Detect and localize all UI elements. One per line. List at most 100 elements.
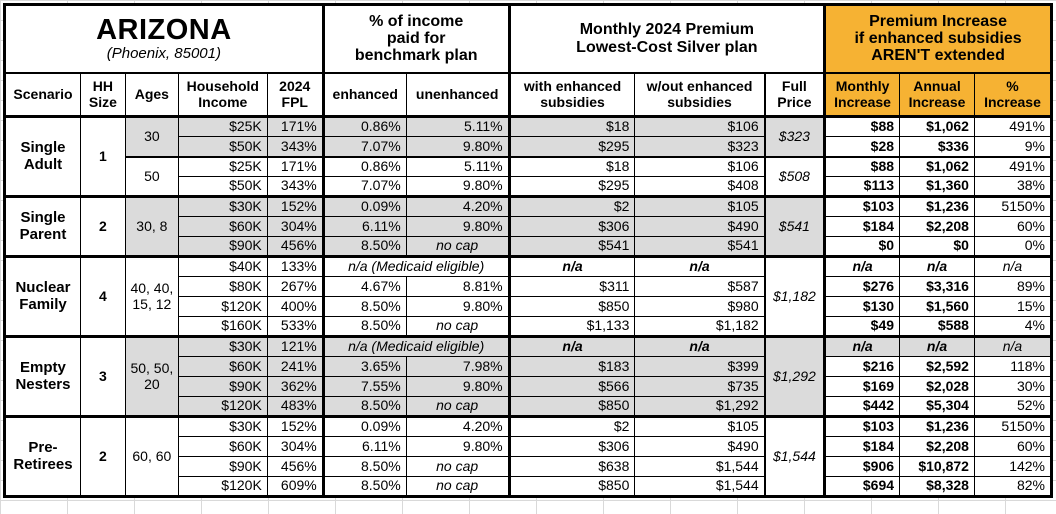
unenhanced-cell: 5.11%	[405, 116, 510, 137]
fpl-cell: 133%	[266, 255, 324, 277]
table-row: $80K 267% 4.67% 8.81% $311 $587 $276 $3,316 89%	[5, 276, 1053, 297]
enhanced-cell: 8.50%	[321, 456, 407, 477]
scenario-cell: Nuclear Family	[4, 255, 81, 337]
table-row: $120K 609% 8.50% no cap $850 $1,544 $694 $8,328…	[5, 476, 1053, 497]
monthly-increase-cell: $88	[823, 155, 901, 177]
enhanced-cell: 0.86%	[321, 155, 407, 177]
pct-increase-cell: 60%	[973, 216, 1053, 237]
table-row: $160K 533% 8.50% no cap $1,133 $1,182 $49 $588 4…	[5, 316, 1053, 337]
col-header-annual-increase: Annual Increase	[899, 72, 975, 118]
pct-increase-cell: 118%	[973, 356, 1053, 377]
without-subsidies-cell: $1,544	[634, 456, 766, 477]
monthly-increase-cell: $88	[823, 116, 901, 137]
with-subsidies-cell: $2	[507, 415, 636, 437]
without-subsidies-cell: $1,544	[634, 476, 766, 497]
with-subsidies-cell: n/a	[507, 255, 636, 277]
unenhanced-cell: no cap	[405, 456, 510, 477]
enhanced-cell: 6.11%	[321, 436, 407, 457]
column-header-row: Scenario HH Size Ages Household Income 2…	[4, 72, 1053, 118]
annual-increase-cell: $3,316	[899, 276, 975, 297]
monthly-increase-cell: $169	[823, 376, 901, 397]
fpl-cell: 362%	[266, 376, 324, 397]
without-subsidies-cell: $1,182	[634, 316, 766, 337]
scenario-cell: Single Parent	[4, 195, 81, 257]
monthly-increase-cell: $113	[823, 176, 901, 197]
col-header-ages: Ages	[124, 72, 179, 118]
with-subsidies-cell: $2	[507, 195, 636, 217]
full-price-cell: $1,182	[763, 255, 826, 337]
pct-increase-cell: 89%	[973, 276, 1053, 297]
income-cell: $120K	[177, 396, 268, 417]
annual-increase-cell: $5,304	[899, 396, 975, 417]
unenhanced-cell: no cap	[405, 396, 510, 417]
monthly-increase-cell: $28	[823, 136, 901, 157]
with-subsidies-cell: $541	[507, 236, 636, 257]
annual-increase-cell: $588	[899, 316, 975, 337]
monthly-increase-cell: $216	[823, 356, 901, 377]
col-header-full-price: Full Price	[763, 72, 826, 118]
without-subsidies-cell: $541	[634, 236, 766, 257]
fpl-cell: 400%	[266, 296, 324, 317]
with-subsidies-cell: $18	[507, 116, 636, 137]
annual-increase-cell: $336	[899, 136, 975, 157]
with-subsidies-cell: $850	[507, 396, 636, 417]
with-subsidies-cell: $850	[507, 476, 636, 497]
income-cell: $30K	[177, 415, 268, 437]
unenhanced-cell: 9.80%	[405, 136, 510, 157]
pct-increase-cell: 82%	[973, 476, 1053, 497]
income-cell: $50K	[177, 136, 268, 157]
table-row: Nuclear Family 4 40, 40, 15, 12 $40K 133% n/a…	[4, 255, 1053, 337]
without-subsidies-cell: $105	[634, 195, 766, 217]
state-header: ARIZONA (Phoenix, 85001)	[4, 4, 324, 74]
ages-cell: 50	[124, 155, 179, 197]
hh-size-cell: 1	[79, 116, 126, 197]
unenhanced-cell: 9.80%	[405, 176, 510, 197]
col-header-2024-fpl: 2024 FPL	[266, 72, 324, 118]
col-header-pct-increase: % Increase	[973, 72, 1053, 118]
col-header-household-income: Household Income	[177, 72, 268, 118]
benchmark-note-cell: n/a (Medicaid eligible)	[321, 335, 510, 357]
with-subsidies-cell: $311	[507, 276, 636, 297]
income-cell: $90K	[177, 456, 268, 477]
income-cell: $120K	[177, 296, 268, 317]
table-row: $60K 241% 3.65% 7.98% $183 $399 $216 $2,592 118%	[5, 356, 1053, 377]
unenhanced-cell: 7.98%	[405, 356, 510, 377]
monthly-increase-cell: $103	[823, 415, 901, 437]
pct-increase-cell: 5150%	[973, 415, 1053, 437]
monthly-increase-cell: $0	[823, 236, 901, 257]
enhanced-cell: 8.50%	[321, 396, 407, 417]
full-price-cell: $508	[763, 155, 826, 197]
unenhanced-cell: 4.20%	[405, 195, 510, 217]
table-row: $120K 400% 8.50% 9.80% $850 $980 $130 $1,560 15%	[5, 296, 1053, 317]
monthly-increase-cell: $694	[823, 476, 901, 497]
with-subsidies-cell: $566	[507, 376, 636, 397]
annual-increase-cell: n/a	[899, 335, 975, 357]
annual-increase-cell: $1,062	[899, 116, 975, 137]
hh-size-cell: 2	[79, 195, 126, 257]
unenhanced-cell: no cap	[405, 476, 510, 497]
monthly-increase-cell: $49	[823, 316, 901, 337]
enhanced-cell: 0.86%	[321, 116, 407, 137]
annual-increase-cell: n/a	[899, 255, 975, 277]
table-row: Single Adult 1 30 $25K 171% 0.86% 5.11% $18 $106…	[4, 116, 1053, 197]
monthly-increase-cell: n/a	[823, 335, 901, 357]
monthly-increase-cell: $103	[823, 195, 901, 217]
fpl-cell: 267%	[266, 276, 324, 297]
col-header-scenario: Scenario	[4, 72, 81, 118]
fpl-cell: 121%	[266, 335, 324, 357]
table-row: Empty Nesters 3 50, 50, 20 $30K 121% n/a (Med…	[4, 335, 1053, 417]
hh-size-cell: 2	[79, 415, 126, 497]
enhanced-cell: 7.07%	[321, 136, 407, 157]
without-subsidies-cell: $408	[634, 176, 766, 197]
fpl-cell: 609%	[266, 476, 324, 497]
enhanced-cell: 8.50%	[321, 236, 407, 257]
annual-increase-cell: $1,236	[899, 195, 975, 217]
fpl-cell: 304%	[266, 216, 324, 237]
fpl-cell: 152%	[266, 415, 324, 437]
enhanced-cell: 8.50%	[321, 296, 407, 317]
pct-increase-cell: 0%	[973, 236, 1053, 257]
ages-cell: 50, 50, 20	[124, 335, 179, 417]
increase-section-header: Premium Increase if enhanced subsidies A…	[823, 4, 1052, 74]
table-row: Pre- Retirees 2 60, 60 $30K 152% 0.09% 4.20% $2…	[4, 415, 1053, 497]
with-subsidies-cell: $306	[507, 436, 636, 457]
